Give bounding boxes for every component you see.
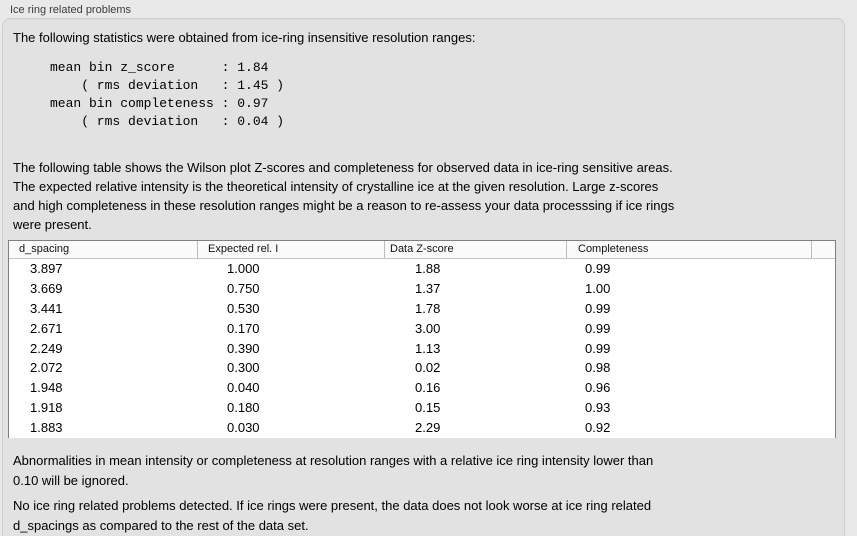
cell-d-spacing: 1.948 [30,380,63,396]
cell-data-z-score: 1.13 [415,340,441,356]
table-row[interactable]: 2.072 0.300 0.02 0.98 [9,358,835,379]
stats-log-block: mean bin z_score : 1.84 ( rms deviation … [50,60,285,129]
table-row[interactable]: 2.671 0.170 3.00 0.99 [9,318,835,339]
cell-data-z-score: 0.02 [415,360,441,376]
cell-expected-rel-i: 0.750 [227,280,260,296]
cell-d-spacing: 3.897 [30,261,63,276]
cell-data-z-score: 0.16 [415,380,441,396]
intro-text: The following statistics were obtained f… [13,30,476,45]
column-header-expected-rel-i[interactable]: Expected rel. I [198,241,385,258]
ice-ring-table: d_spacing Expected rel. I Data Z-score C… [8,240,836,439]
conclusion-text: No ice ring related problems detected. I… [13,498,652,533]
cell-completeness: 0.99 [585,300,611,316]
cell-d-spacing: 2.249 [30,340,63,356]
column-header-data-z-score[interactable]: Data Z-score [385,241,567,258]
cell-d-spacing: 1.918 [30,400,63,416]
column-header-d-spacing[interactable]: d_spacing [9,241,198,258]
cell-data-z-score: 1.37 [415,280,441,296]
table-row[interactable]: 3.441 0.530 1.78 0.99 [9,298,835,319]
cell-completeness: 0.92 [585,420,611,436]
table-row[interactable]: 3.897 1.000 1.88 0.99 [9,259,835,279]
groupbox-title: Ice ring related problems [10,4,132,16]
cell-expected-rel-i: 0.300 [227,360,260,376]
table-row[interactable]: 1.918 0.180 0.15 0.93 [9,398,835,419]
column-header-completeness[interactable]: Completeness [567,241,812,258]
cell-expected-rel-i: 0.530 [227,300,260,316]
cell-completeness: 0.96 [585,380,611,396]
table-row[interactable]: 1.883 0.030 2.29 0.92 [9,418,835,439]
cell-d-spacing: 2.072 [30,360,63,376]
cell-d-spacing: 3.669 [30,280,63,296]
column-header-spacer [812,241,835,258]
cell-completeness: 0.93 [585,400,611,416]
cell-completeness: 0.99 [585,261,611,276]
table-row[interactable]: 3.669 0.750 1.37 1.00 [9,278,835,299]
table-row[interactable]: 2.249 0.390 1.13 0.99 [9,338,835,359]
cell-data-z-score: 3.00 [415,320,441,336]
cell-expected-rel-i: 0.180 [227,400,260,416]
cell-expected-rel-i: 0.390 [227,340,260,356]
cell-d-spacing: 1.883 [30,420,63,436]
description-text: The following table shows the Wilson plo… [13,160,675,232]
cell-expected-rel-i: 1.000 [227,261,260,276]
table-header-row: d_spacing Expected rel. I Data Z-score C… [9,241,835,259]
cell-expected-rel-i: 0.170 [227,320,260,336]
cell-completeness: 0.99 [585,340,611,356]
cell-d-spacing: 3.441 [30,300,63,316]
footnote-text: Abnormalities in mean intensity or compl… [13,453,654,488]
cell-expected-rel-i: 0.030 [227,420,260,436]
cell-completeness: 0.99 [585,320,611,336]
cell-expected-rel-i: 0.040 [227,380,260,396]
cell-data-z-score: 1.78 [415,300,441,316]
cell-data-z-score: 0.15 [415,400,441,416]
cell-data-z-score: 1.88 [415,261,441,276]
cell-d-spacing: 2.671 [30,320,63,336]
cell-data-z-score: 2.29 [415,420,441,436]
cell-completeness: 0.98 [585,360,611,376]
cell-completeness: 1.00 [585,280,611,296]
table-row[interactable]: 1.948 0.040 0.16 0.96 [9,378,835,399]
table-body: 3.897 1.000 1.88 0.99 3.669 0.750 1.37 1.00 3.44… [9,259,835,439]
